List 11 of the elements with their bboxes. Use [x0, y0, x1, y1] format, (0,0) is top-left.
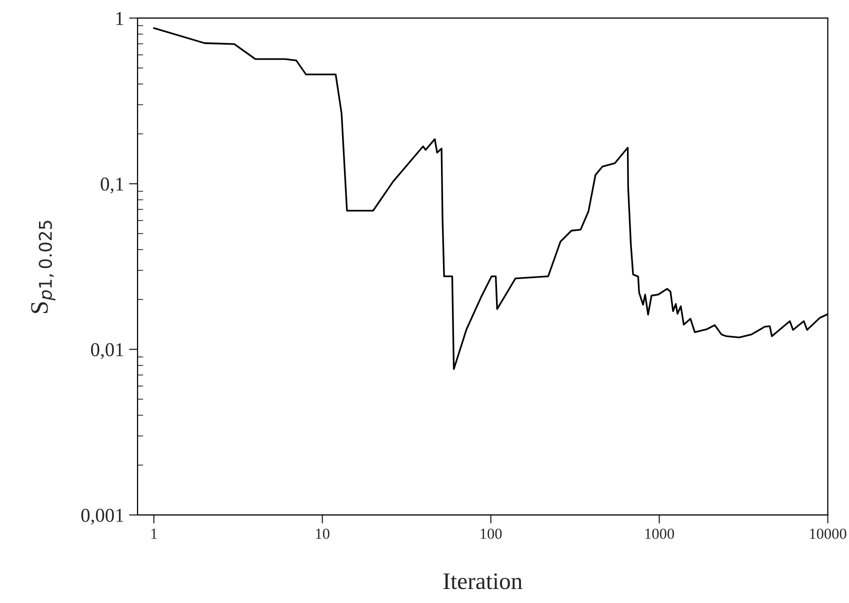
- x-tick-label: 1: [151, 528, 157, 539]
- x-tick-label: 10000: [810, 528, 846, 539]
- y-tick-label: 0,01: [91, 343, 124, 360]
- x-tick-label: 10: [316, 528, 330, 539]
- y-tick-label: 1: [116, 12, 124, 25]
- x-tick-label: 100: [480, 528, 502, 539]
- y-axis-title: S$_{p1,0.025}$: [31, 220, 56, 313]
- x-tick-label: 1000: [645, 528, 674, 539]
- y-tick-label: 0,1: [100, 178, 124, 194]
- y-tick-label: 0,001: [81, 508, 124, 525]
- x-axis-title: Iteration: [444, 573, 522, 590]
